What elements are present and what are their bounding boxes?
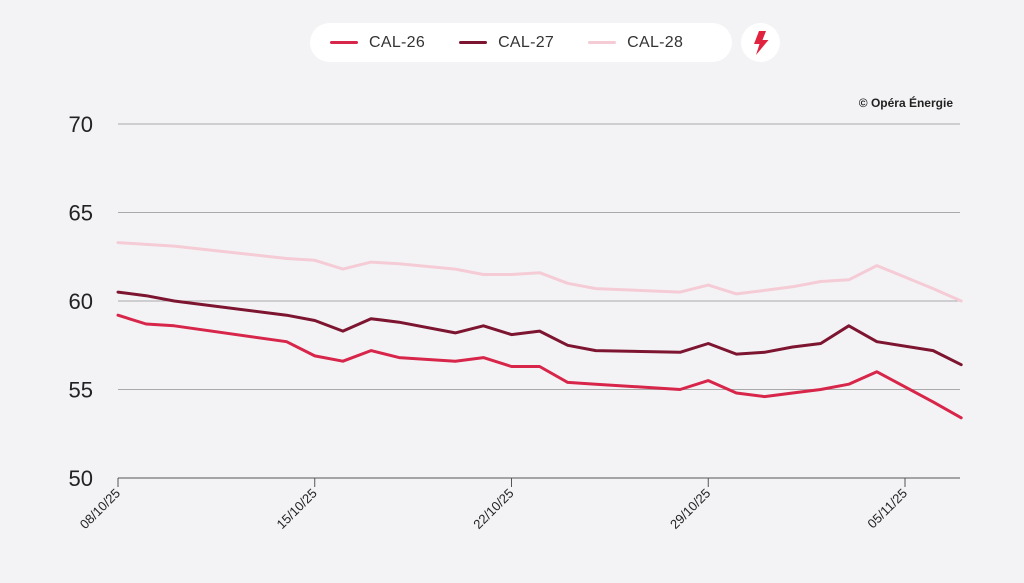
x-tick-label: 15/10/25 [273,486,319,532]
legend-label-cal-26: CAL-26 [369,33,426,51]
legend-swatch-cal-27 [459,41,488,44]
lightning-bolt-icon [753,30,768,55]
series-line-cal-27 [116,290,963,367]
x-tick-label: 05/11/25 [864,486,910,532]
legend-item-cal-26[interactable]: CAL-26 [330,34,425,52]
y-tick-label: 65 [69,201,93,226]
legend-swatch-cal-28 [588,41,617,44]
legend-swatch-cal-26 [330,41,358,44]
y-tick-label: 60 [69,289,93,314]
legend-item-cal-28[interactable]: CAL-28 [588,34,683,52]
y-tick-label: 50 [69,466,93,491]
copyright-credit: © Opéra Énergie [858,96,953,110]
lightning-button[interactable] [741,23,780,62]
x-tick-label: 08/10/25 [77,486,123,532]
legend-label-cal-28: CAL-28 [627,33,684,51]
series-line-cal-28 [116,241,963,303]
y-tick-label: 55 [69,378,93,403]
legend-label-cal-27: CAL-27 [498,33,555,51]
x-tick-label: 29/10/25 [667,486,713,532]
legend: CAL-26 CAL-27 CAL-28 [310,23,732,62]
legend-item-cal-27[interactable]: CAL-27 [459,34,554,52]
y-tick-label: 70 [69,112,93,137]
x-tick-label: 22/10/25 [470,486,516,532]
series-line-cal-26 [116,313,963,420]
